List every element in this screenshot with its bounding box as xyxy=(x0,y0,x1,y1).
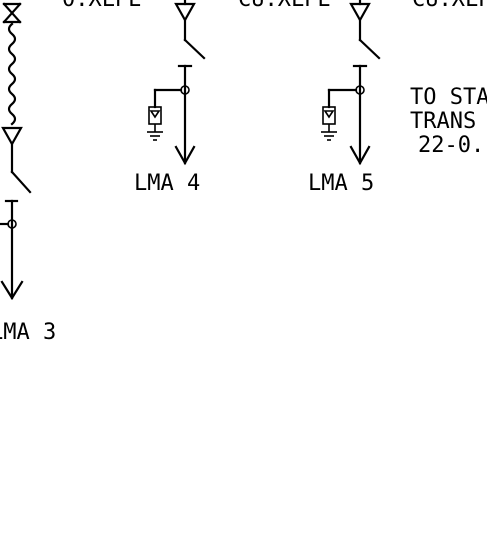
load-arrow xyxy=(0,280,24,301)
note-line-2: TRANS xyxy=(410,109,476,134)
feeder-lma4: LMA 4 xyxy=(134,0,206,196)
note-line-1: TO STA xyxy=(410,85,487,110)
switch-blade xyxy=(358,38,381,60)
feeder-name-lma4: LMA 4 xyxy=(134,171,200,196)
cable-label-feeder-4: CU.XLPE xyxy=(238,0,331,12)
feeder-name-lma3: LMA 3 xyxy=(0,320,56,345)
feeder-lma5: LMA 5 xyxy=(308,0,381,196)
surge-arrester-symbol xyxy=(147,106,163,141)
cable-label-feeder-5: CU.XLPE xyxy=(412,0,487,12)
load-arrow xyxy=(174,145,196,166)
load-arrow xyxy=(349,145,371,166)
cable-label-feeder-3: 0.XLPE xyxy=(62,0,141,12)
cable-termination-symbol xyxy=(1,126,23,147)
feeder-name-lma5: LMA 5 xyxy=(308,171,374,196)
switch-blade xyxy=(10,170,32,194)
surge-arrester-symbol xyxy=(321,106,337,141)
cable-termination-symbol xyxy=(349,2,371,23)
switch-blade xyxy=(183,38,206,60)
note-line-3: 22-0. xyxy=(418,133,484,158)
destination-note: TO STA TRANS 22-0. xyxy=(410,85,487,158)
cross-terminal-symbol xyxy=(2,2,22,24)
coiled-cable-symbol xyxy=(7,22,17,126)
cable-termination-symbol xyxy=(174,2,196,23)
feeder-lma3: LMA 3 xyxy=(0,2,56,345)
